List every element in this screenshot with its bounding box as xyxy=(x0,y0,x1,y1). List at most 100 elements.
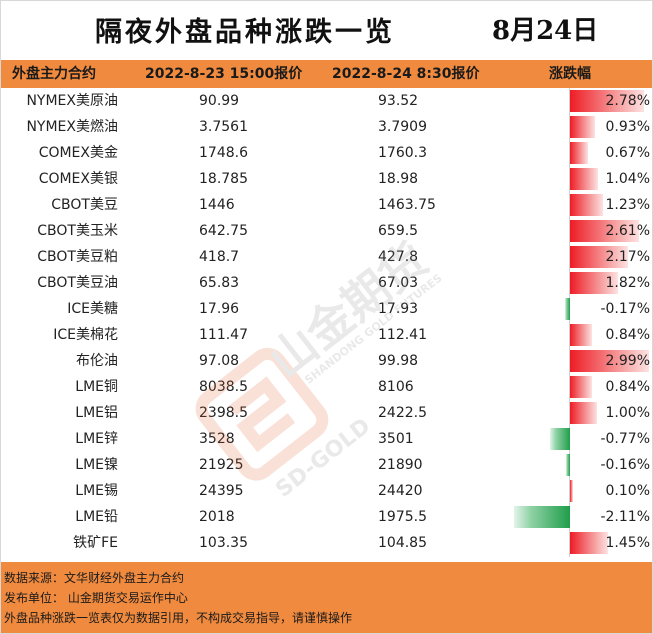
change-bar-up xyxy=(570,142,588,164)
price-prev: 1748.6 xyxy=(199,145,248,161)
change-percent: 0.84% xyxy=(605,379,650,395)
change-bar-up xyxy=(570,376,593,398)
change-bar-down xyxy=(565,454,570,476)
price-prev: 24395 xyxy=(199,483,244,499)
change-percent: 0.10% xyxy=(605,483,650,499)
price-prev: 21925 xyxy=(199,457,244,473)
change-bar-up xyxy=(570,90,644,112)
change-percent: 2.99% xyxy=(605,353,650,369)
header-contract: 外盘主力合约 xyxy=(12,66,96,82)
change-bar-up xyxy=(570,168,598,190)
table-row: LME铝 2398.5 2422.5 1.00% xyxy=(0,400,653,426)
price-curr: 93.52 xyxy=(378,93,419,109)
header-price-prev: 2022-8-23 15:00报价 xyxy=(145,66,303,82)
contract-name: LME铅 xyxy=(75,509,118,525)
table-row: LME锡 24395 24420 0.10% xyxy=(0,478,653,504)
report-title: 隔夜外盘品种涨跌一览 xyxy=(95,17,395,48)
change-zero-line xyxy=(569,88,570,557)
title-bar: 隔夜外盘品种涨跌一览 8月24日 xyxy=(0,0,653,60)
change-percent: 2.61% xyxy=(605,223,650,239)
price-curr: 427.8 xyxy=(378,249,419,265)
table-row: LME铅 2018 1975.5 -2.11% xyxy=(0,504,653,530)
table-row: NYMEX美燃油 3.7561 3.7909 0.93% xyxy=(0,114,653,140)
change-percent: -0.16% xyxy=(600,457,650,473)
contract-name: CBOT美豆油 xyxy=(37,275,118,291)
price-prev: 1446 xyxy=(199,197,235,213)
change-percent: -2.11% xyxy=(600,509,650,525)
change-percent: 1.45% xyxy=(605,535,650,551)
table-row: COMEX美银 18.785 18.98 1.04% xyxy=(0,166,653,192)
contract-name: ICE美棉花 xyxy=(53,327,118,343)
price-prev: 111.47 xyxy=(199,327,248,343)
contract-name: ICE美糖 xyxy=(67,301,118,317)
price-prev: 17.96 xyxy=(199,301,240,317)
contract-name: NYMEX美原油 xyxy=(26,93,118,109)
change-bar-down xyxy=(514,506,570,528)
price-curr: 3501 xyxy=(378,431,414,447)
change-percent: 1.00% xyxy=(605,405,650,421)
price-prev: 18.785 xyxy=(199,171,248,187)
table-row: ICE美棉花 111.47 112.41 0.84% xyxy=(0,322,653,348)
contract-name: CBOT美豆 xyxy=(51,197,118,213)
price-curr: 659.5 xyxy=(378,223,419,239)
change-bar-up xyxy=(570,350,650,372)
contract-name: LME铝 xyxy=(75,405,118,421)
change-percent: 2.17% xyxy=(605,249,650,265)
table-row: COMEX美金 1748.6 1760.3 0.67% xyxy=(0,140,653,166)
table-row: 布伦油 97.08 99.98 2.99% xyxy=(0,348,653,374)
change-percent: -0.77% xyxy=(600,431,650,447)
price-prev: 97.08 xyxy=(199,353,240,369)
contract-name: 布伦油 xyxy=(76,353,118,369)
price-curr: 1463.75 xyxy=(378,197,436,213)
change-percent: 1.23% xyxy=(605,197,650,213)
price-curr: 3.7909 xyxy=(378,119,427,135)
price-prev: 90.99 xyxy=(199,93,240,109)
change-bar-down xyxy=(565,298,570,320)
change-percent: 0.93% xyxy=(605,119,650,135)
change-percent: 1.82% xyxy=(605,275,650,291)
footer-disclaimer: 外盘品种涨跌一览表仅为数据引用，不构成交易指导，请谨慎操作 xyxy=(4,611,353,625)
price-prev: 8038.5 xyxy=(199,379,248,395)
change-bar-up xyxy=(570,116,595,138)
price-prev: 3.7561 xyxy=(199,119,248,135)
footer: 数据来源：文华财经外盘主力合约 发布单位： 山金期货交易运作中心 外盘品种涨跌一… xyxy=(0,562,653,634)
price-prev: 2398.5 xyxy=(199,405,248,421)
price-curr: 17.93 xyxy=(378,301,419,317)
price-prev: 103.35 xyxy=(199,535,248,551)
change-bar-up xyxy=(570,272,619,294)
contract-name: CBOT美豆粕 xyxy=(37,249,118,265)
change-percent: -0.17% xyxy=(600,301,650,317)
price-curr: 18.98 xyxy=(378,171,419,187)
price-table: NYMEX美原油 90.99 93.52 2.78% NYMEX美燃油 3.7561 3.7… xyxy=(0,88,653,557)
contract-name: NYMEX美燃油 xyxy=(26,119,118,135)
price-curr: 21890 xyxy=(378,457,423,473)
price-curr: 112.41 xyxy=(378,327,427,343)
change-percent: 2.78% xyxy=(605,93,650,109)
table-row: NYMEX美原油 90.99 93.52 2.78% xyxy=(0,88,653,114)
contract-name: CBOT美玉米 xyxy=(37,223,118,239)
contract-name: COMEX美金 xyxy=(38,145,118,161)
price-prev: 2018 xyxy=(199,509,235,525)
table-row: ICE美糖 17.96 17.93 -0.17% xyxy=(0,296,653,322)
price-prev: 3528 xyxy=(199,431,235,447)
table-row: CBOT美豆 1446 1463.75 1.23% xyxy=(0,192,653,218)
header-change: 涨跌幅 xyxy=(549,66,591,82)
contract-name: LME铜 xyxy=(75,379,118,395)
footer-publisher: 发布单位： 山金期货交易运作中心 xyxy=(4,591,188,605)
table-row: CBOT美玉米 642.75 659.5 2.61% xyxy=(0,218,653,244)
table-row: LME锌 3528 3501 -0.77% xyxy=(0,426,653,452)
price-curr: 99.98 xyxy=(378,353,419,369)
price-curr: 8106 xyxy=(378,379,414,395)
change-bar-up xyxy=(570,220,640,242)
change-bar-up xyxy=(570,324,593,346)
change-percent: 0.67% xyxy=(605,145,650,161)
change-percent: 1.04% xyxy=(605,171,650,187)
table-row: 铁矿FE 103.35 104.85 1.45% xyxy=(0,530,653,556)
table-row: LME铜 8038.5 8106 0.84% xyxy=(0,374,653,400)
price-prev: 418.7 xyxy=(199,249,240,265)
change-bar-down xyxy=(549,428,570,450)
price-curr: 67.03 xyxy=(378,275,419,291)
change-percent: 0.84% xyxy=(605,327,650,343)
change-bar-up xyxy=(570,402,597,424)
contract-name: COMEX美银 xyxy=(38,171,118,187)
